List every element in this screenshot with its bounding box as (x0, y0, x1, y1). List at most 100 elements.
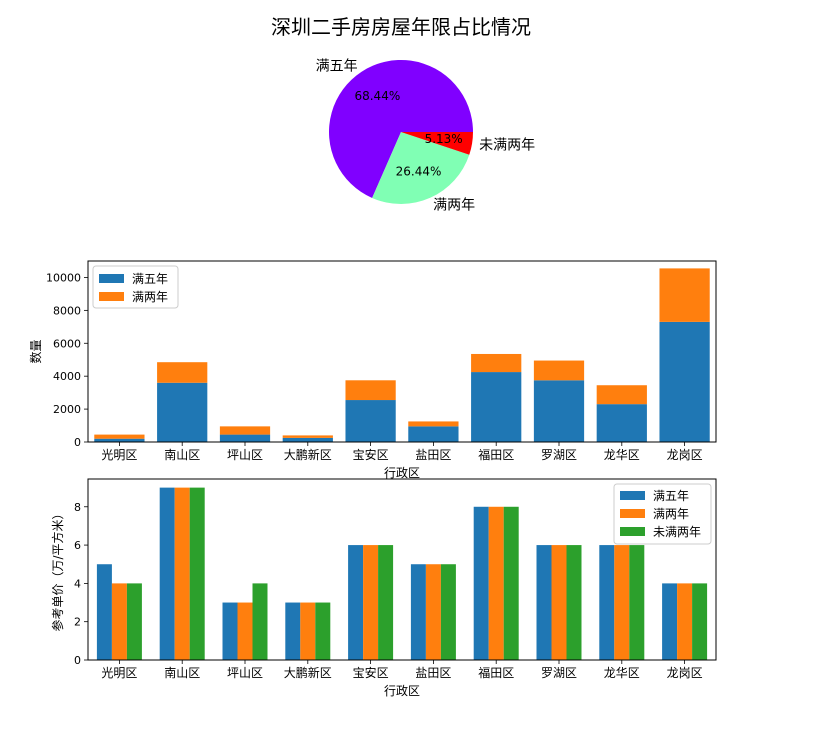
pie-slice-1 (372, 132, 470, 204)
grouped-bar-1-3 (300, 602, 316, 660)
pie-slice-0 (329, 59, 473, 198)
grouped-bar-0-2 (222, 602, 238, 660)
grouped-bar-2-7 (566, 545, 582, 660)
grouped-xtick-label-9: 龙岗区 (667, 666, 703, 680)
grouped-axes-frame (87, 478, 717, 661)
grouped-legend-label-0: 满五年 (653, 489, 689, 503)
stacked-ytick-label-4: 8000 (53, 304, 81, 317)
grouped-bar-2-5 (440, 564, 456, 660)
grouped-bar-0-3 (285, 602, 301, 660)
stacked-legend-swatch-1 (99, 292, 124, 301)
grouped-bar-2-3 (315, 602, 331, 660)
stacked-ytick-label-1: 2000 (53, 403, 81, 416)
grouped-bar-2-6 (503, 506, 519, 660)
stacked-xtick-label-2: 坪山区 (227, 448, 263, 462)
pie-chart: 68.44% 满五年 26.44% 满两年 5.13% 未满两年 (316, 59, 536, 214)
grouped-xtick-label-7: 罗湖区 (541, 665, 577, 680)
grouped-bar-1-8 (614, 545, 630, 660)
grouped-ytick-label-0: 0 (74, 654, 81, 667)
stacked-bar-0-3 (282, 437, 333, 442)
grouped-bar-1-6 (488, 506, 504, 660)
grouped-xtick-label-4: 宝安区 (353, 665, 389, 680)
pie-pct-label-0: 68.44% (354, 89, 400, 103)
grouped-bar-2-1 (189, 487, 205, 660)
grouped-ytick-label-2: 4 (74, 577, 81, 590)
grouped-ytick-label-1: 2 (74, 616, 81, 629)
stacked-bar-0-5 (408, 426, 459, 442)
stacked-xtick-label-0: 光明区 (101, 448, 137, 462)
stacked-bar-0-0 (94, 438, 145, 442)
stacked-xtick-label-7: 罗湖区 (541, 447, 577, 462)
grouped-legend-label-1: 满两年 (653, 507, 689, 521)
stacked-bar-chart: 0 2000 4000 6000 8000 10000 光明区 南山区 坪山区 大鹏新区 宝安区 盐田… (28, 260, 717, 480)
stacked-bar-1-9 (659, 268, 710, 322)
pie-pct-label-1: 26.44% (396, 164, 442, 178)
stacked-legend-label-1: 满两年 (132, 290, 168, 304)
grouped-bar-1-1 (174, 487, 190, 660)
stacked-bar-1-7 (533, 360, 585, 381)
stacked-bar-0-7 (533, 380, 585, 442)
stacked-bar-0-4 (345, 400, 396, 442)
grouped-bar-2-0 (126, 583, 142, 660)
grouped-bar-0-6 (473, 506, 489, 660)
stacked-bar-1-3 (282, 435, 333, 438)
stacked-bar-0-8 (596, 404, 647, 442)
stacked-xtick-label-3: 大鹏新区 (284, 447, 332, 462)
stacked-y-axis-label: 数量 (28, 339, 43, 363)
grouped-bar-1-0 (111, 583, 127, 660)
stacked-axes-frame (87, 260, 717, 443)
grouped-legend-swatch-1 (620, 509, 645, 518)
grouped-bar-1-4 (363, 545, 379, 660)
grouped-ytick-label-3: 6 (74, 539, 81, 552)
stacked-xtick-label-8: 龙华区 (604, 448, 640, 462)
stacked-legend-swatch-0 (99, 274, 124, 283)
grouped-xtick-label-6: 福田区 (478, 665, 514, 680)
grouped-bar-2-4 (378, 545, 394, 660)
grouped-bar-1-2 (237, 602, 253, 660)
grouped-xtick-label-1: 南山区 (164, 665, 200, 680)
pie-slice-2 (401, 132, 473, 155)
pie-category-label-1: 满两年 (433, 197, 475, 213)
grouped-bar-0-0 (96, 564, 112, 660)
grouped-bar-1-5 (425, 564, 441, 660)
grouped-bar-0-1 (159, 487, 175, 660)
grouped-bar-2-8 (629, 545, 645, 660)
grouped-xtick-label-5: 盐田区 (415, 666, 451, 680)
stacked-bar-0-9 (659, 321, 710, 442)
stacked-xtick-label-1: 南山区 (164, 447, 200, 462)
stacked-xtick-label-9: 龙岗区 (667, 448, 703, 462)
stacked-bar-0-1 (157, 382, 208, 442)
figure-title: 深圳二手房房屋年限占比情况 (271, 15, 531, 39)
grouped-bar-0-8 (599, 545, 615, 660)
stacked-ytick-label-0: 0 (74, 436, 81, 449)
grouped-legend-swatch-0 (620, 491, 645, 500)
grouped-y-axis-label: 参考单价（万/平方米） (50, 507, 65, 631)
stacked-ytick-label-3: 6000 (53, 337, 81, 350)
stacked-bar-1-8 (596, 385, 647, 405)
grouped-bar-1-7 (551, 545, 567, 660)
grouped-bar-0-4 (348, 545, 364, 660)
stacked-bar-1-5 (408, 421, 459, 427)
stacked-bar-1-1 (157, 362, 208, 383)
grouped-bar-1-9 (677, 583, 693, 660)
stacked-xtick-label-5: 盐田区 (415, 448, 451, 462)
stacked-ytick-label-5: 10000 (46, 271, 81, 284)
stacked-bar-0-6 (471, 372, 522, 442)
pie-category-label-0: 满五年 (316, 59, 358, 75)
grouped-bar-0-7 (536, 545, 552, 660)
grouped-bar-2-2 (252, 583, 268, 660)
grouped-bar-0-5 (410, 564, 426, 660)
stacked-bar-1-4 (345, 380, 396, 401)
stacked-bar-1-0 (94, 434, 145, 439)
stacked-bar-0-2 (219, 434, 271, 442)
grouped-bar-2-9 (692, 583, 708, 660)
pie-category-label-2: 未满两年 (479, 138, 535, 154)
stacked-xtick-label-4: 宝安区 (353, 447, 389, 462)
stacked-bar-1-2 (219, 426, 271, 435)
stacked-legend-label-0: 满五年 (132, 272, 168, 286)
pie-pct-label-2: 5.13% (425, 132, 463, 146)
